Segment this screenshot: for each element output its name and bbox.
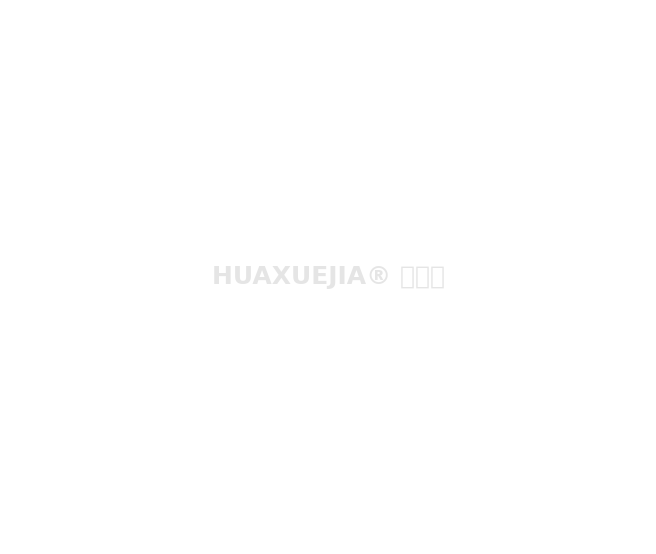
Text: HUAXUEJIA® 化学加: HUAXUEJIA® 化学加 <box>211 265 445 289</box>
